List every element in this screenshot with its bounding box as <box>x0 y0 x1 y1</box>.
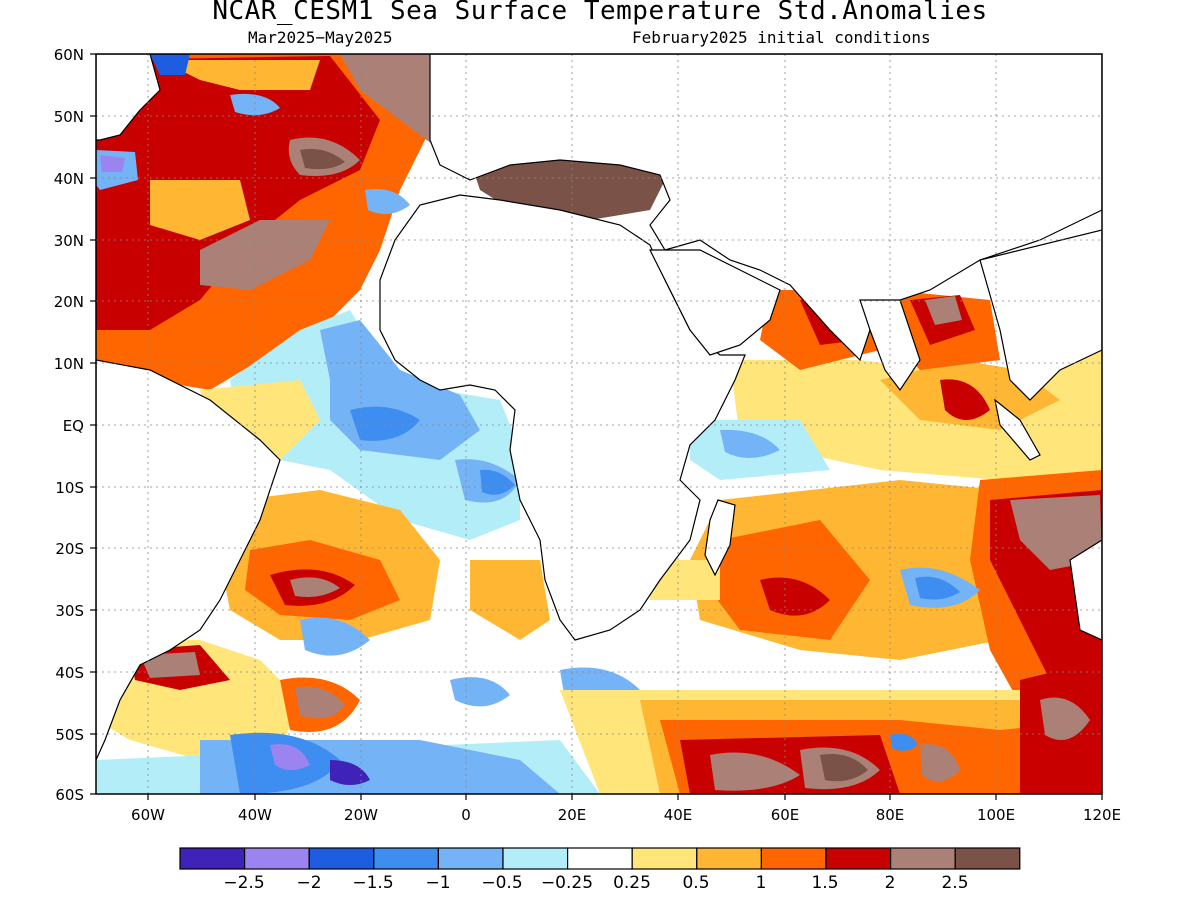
lon-label: 40W <box>238 806 272 824</box>
india-outline <box>859 299 921 392</box>
colorbar-swatch <box>954 847 1021 870</box>
colorbar-swatch <box>889 847 956 870</box>
lon-label: 20E <box>558 806 587 824</box>
madagascar-outline <box>704 499 736 577</box>
lon-label: 60W <box>131 806 165 824</box>
colorbar-swatch <box>696 847 762 870</box>
lat-label: 60N <box>54 46 84 64</box>
axis-ticks <box>90 53 1103 800</box>
lat-label: 10N <box>54 355 84 373</box>
lat-label: 30S <box>55 602 84 620</box>
africa-outline <box>379 194 746 641</box>
lat-label: 60S <box>55 786 84 804</box>
anomaly-region <box>270 744 310 770</box>
anomaly-region <box>160 60 320 90</box>
colorbar-label: 0.5 <box>682 873 709 893</box>
map-frame <box>95 53 1103 795</box>
australia-outline <box>1069 539 1102 641</box>
anomaly-region <box>330 760 370 785</box>
lat-label: 50S <box>55 726 84 744</box>
anomaly-region <box>365 189 410 214</box>
lat-label: 30N <box>54 232 84 250</box>
colorbar-swatch <box>825 847 892 870</box>
anomaly-region <box>820 754 868 782</box>
latitude-labels: 60N 50N 40N 30N 20N 10N EQ 10S 20S 30S 4… <box>54 46 84 804</box>
lat-label: 40S <box>55 664 84 682</box>
lat-label: 40N <box>54 170 84 188</box>
anomaly-region <box>940 379 990 420</box>
colorbar-swatch <box>566 847 633 870</box>
forecast-period: Mar2025−May2025 <box>248 28 393 47</box>
colorbar-label: −2.5 <box>223 873 264 893</box>
anomaly-region <box>720 429 780 459</box>
colorbar-swatch <box>760 847 827 870</box>
anomaly-region <box>470 560 550 640</box>
lat-label: 20S <box>55 540 84 558</box>
colorbar-swatch <box>179 847 246 870</box>
ocean-anomaly-field <box>96 54 1102 794</box>
anomaly-region <box>295 686 345 719</box>
colorbar-swatch <box>373 847 439 870</box>
lat-label: 20N <box>54 293 84 311</box>
anomaly-region <box>480 469 515 495</box>
lon-label: 0 <box>461 806 471 824</box>
lon-label: 40E <box>664 806 693 824</box>
anomaly-region <box>150 180 250 240</box>
colorbar-label: −0.25 <box>541 873 593 893</box>
colorbar-label: 2.5 <box>941 873 968 893</box>
anomaly-region <box>1040 697 1090 740</box>
anomaly-region <box>150 54 190 75</box>
lon-label: 100E <box>977 806 1015 824</box>
anomaly-region <box>760 577 830 616</box>
anomaly-region <box>350 406 420 441</box>
anomaly-region <box>140 652 200 678</box>
colorbar-label: 0.25 <box>613 873 651 893</box>
lat-label: 10S <box>55 479 84 497</box>
colorbar-labels: −2.5 −2 −1.5 −1 −0.5 −0.25 0.25 0.5 1 1.… <box>223 873 968 893</box>
lon-label: 60E <box>771 806 800 824</box>
anomaly-region <box>890 733 918 751</box>
colorbar-swatch <box>502 847 569 870</box>
land-masses <box>96 54 1102 761</box>
anomaly-region <box>915 576 960 600</box>
colorbar-label: −1.5 <box>352 873 393 893</box>
longitude-labels: 60W 40W 20W 0 20E 40E 60E 80E 100E 120E <box>131 806 1121 824</box>
anomaly-region <box>710 752 800 791</box>
colorbar-label: 1 <box>756 873 767 893</box>
anomaly-region <box>300 148 345 170</box>
anomaly-region <box>920 744 960 782</box>
map-title: NCAR_CESM1 Sea Surface Temperature Std.A… <box>212 0 988 26</box>
anomaly-region <box>450 677 510 707</box>
lon-label: 80E <box>876 806 905 824</box>
anomaly-region <box>300 617 370 656</box>
colorbar-label: −0.5 <box>481 873 522 893</box>
anomaly-region <box>230 93 280 116</box>
sumatra-outline <box>994 398 1041 461</box>
anomaly-region <box>100 155 125 172</box>
colorbar <box>179 847 1021 870</box>
arabia-outline <box>649 249 781 356</box>
initial-conditions: February2025 initial conditions <box>632 28 931 47</box>
colorbar-label: −2 <box>296 873 321 893</box>
colorbar-swatch <box>437 847 504 870</box>
anomaly-region <box>470 150 670 220</box>
colorbar-label: −1 <box>425 873 450 893</box>
anomaly-region <box>925 296 962 325</box>
colorbar-label: 1.5 <box>811 873 838 893</box>
lon-label: 20W <box>344 806 378 824</box>
lat-label: 50N <box>54 108 84 126</box>
lat-label: EQ <box>63 417 84 435</box>
south-america-outline <box>96 359 281 761</box>
anomaly-region <box>1010 495 1102 570</box>
anomaly-region <box>200 220 330 290</box>
colorbar-label: 2 <box>885 873 896 893</box>
colorbar-swatch <box>631 847 698 870</box>
lon-label: 120E <box>1083 806 1121 824</box>
anomaly-region <box>290 577 340 597</box>
colorbar-swatch <box>308 847 375 870</box>
colorbar-swatch <box>244 847 310 870</box>
southeast-asia-outline <box>979 229 1102 401</box>
